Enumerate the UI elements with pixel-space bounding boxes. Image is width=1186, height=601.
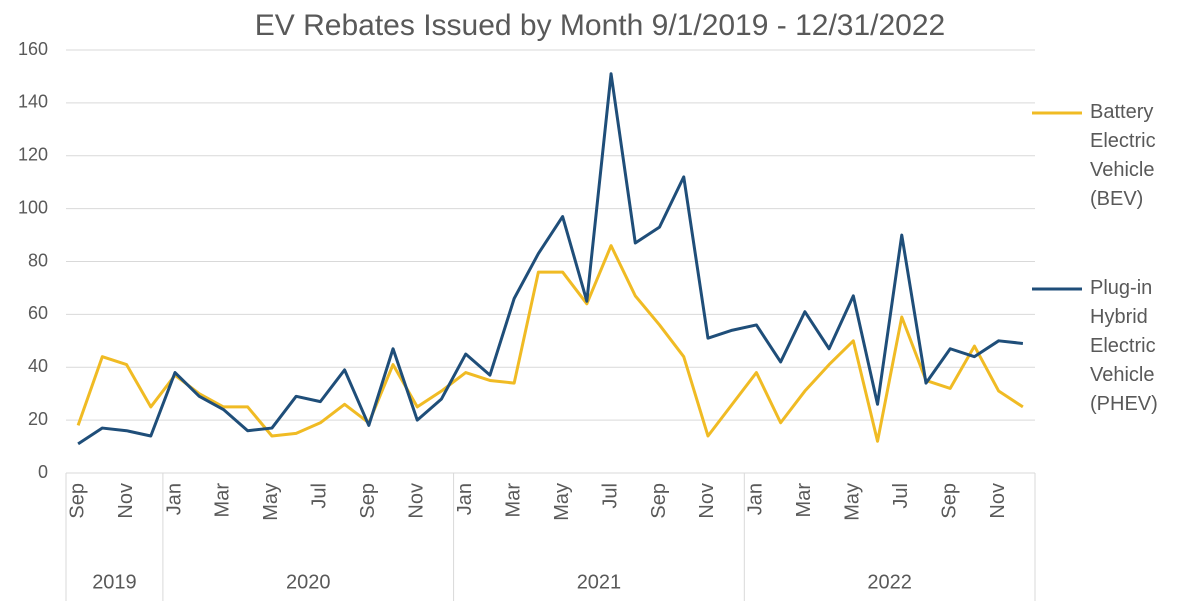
series-line bbox=[76, 244, 1024, 443]
x-tick-label: Jul bbox=[599, 483, 621, 509]
y-tick-label: 0 bbox=[38, 462, 48, 482]
x-tick-label: Jul bbox=[309, 483, 331, 509]
legend-label: Plug-in Hybrid Electric Vehicle (PHEV) bbox=[1090, 277, 1158, 415]
y-tick-label: 100 bbox=[18, 197, 48, 217]
x-tick-label: Nov bbox=[115, 483, 137, 519]
x-tick-label: Nov bbox=[987, 483, 1009, 519]
x-tick-label: Mar bbox=[793, 483, 815, 518]
y-tick-label: 80 bbox=[28, 250, 48, 270]
x-tick-label: Jan bbox=[454, 483, 476, 515]
y-tick-label: 20 bbox=[28, 409, 48, 429]
x-tick-label: Mar bbox=[212, 483, 234, 518]
year-label: 2020 bbox=[286, 571, 331, 593]
x-tick-label: Jan bbox=[163, 483, 185, 515]
x-tick-label: Sep bbox=[648, 483, 670, 519]
y-tick-label: 60 bbox=[28, 303, 48, 323]
x-tick-label: May bbox=[551, 483, 573, 521]
x-tick-label: Mar bbox=[502, 483, 524, 518]
x-tick-label: May bbox=[842, 483, 864, 521]
x-tick-label: May bbox=[260, 483, 282, 521]
x-tick-label: Sep bbox=[66, 483, 88, 519]
x-tick-label: Sep bbox=[938, 483, 960, 519]
y-tick-label: 160 bbox=[18, 39, 48, 59]
y-tick-label: 40 bbox=[28, 356, 48, 376]
year-label: 2021 bbox=[577, 571, 622, 593]
x-tick-label: Jan bbox=[745, 483, 767, 515]
year-label: 2019 bbox=[92, 571, 137, 593]
x-tick-label: Jul bbox=[890, 483, 912, 509]
y-tick-label: 120 bbox=[18, 145, 48, 165]
series-line bbox=[77, 72, 1024, 446]
x-tick-label: Sep bbox=[357, 483, 379, 519]
y-tick-label: 140 bbox=[18, 92, 48, 112]
legend-label: Battery Electric Vehicle (BEV) bbox=[1090, 101, 1156, 210]
x-tick-label: Nov bbox=[696, 483, 718, 519]
x-tick-label: Nov bbox=[406, 483, 428, 519]
year-label: 2022 bbox=[867, 571, 912, 593]
chart-title: EV Rebates Issued by Month 9/1/2019 - 12… bbox=[255, 9, 945, 42]
